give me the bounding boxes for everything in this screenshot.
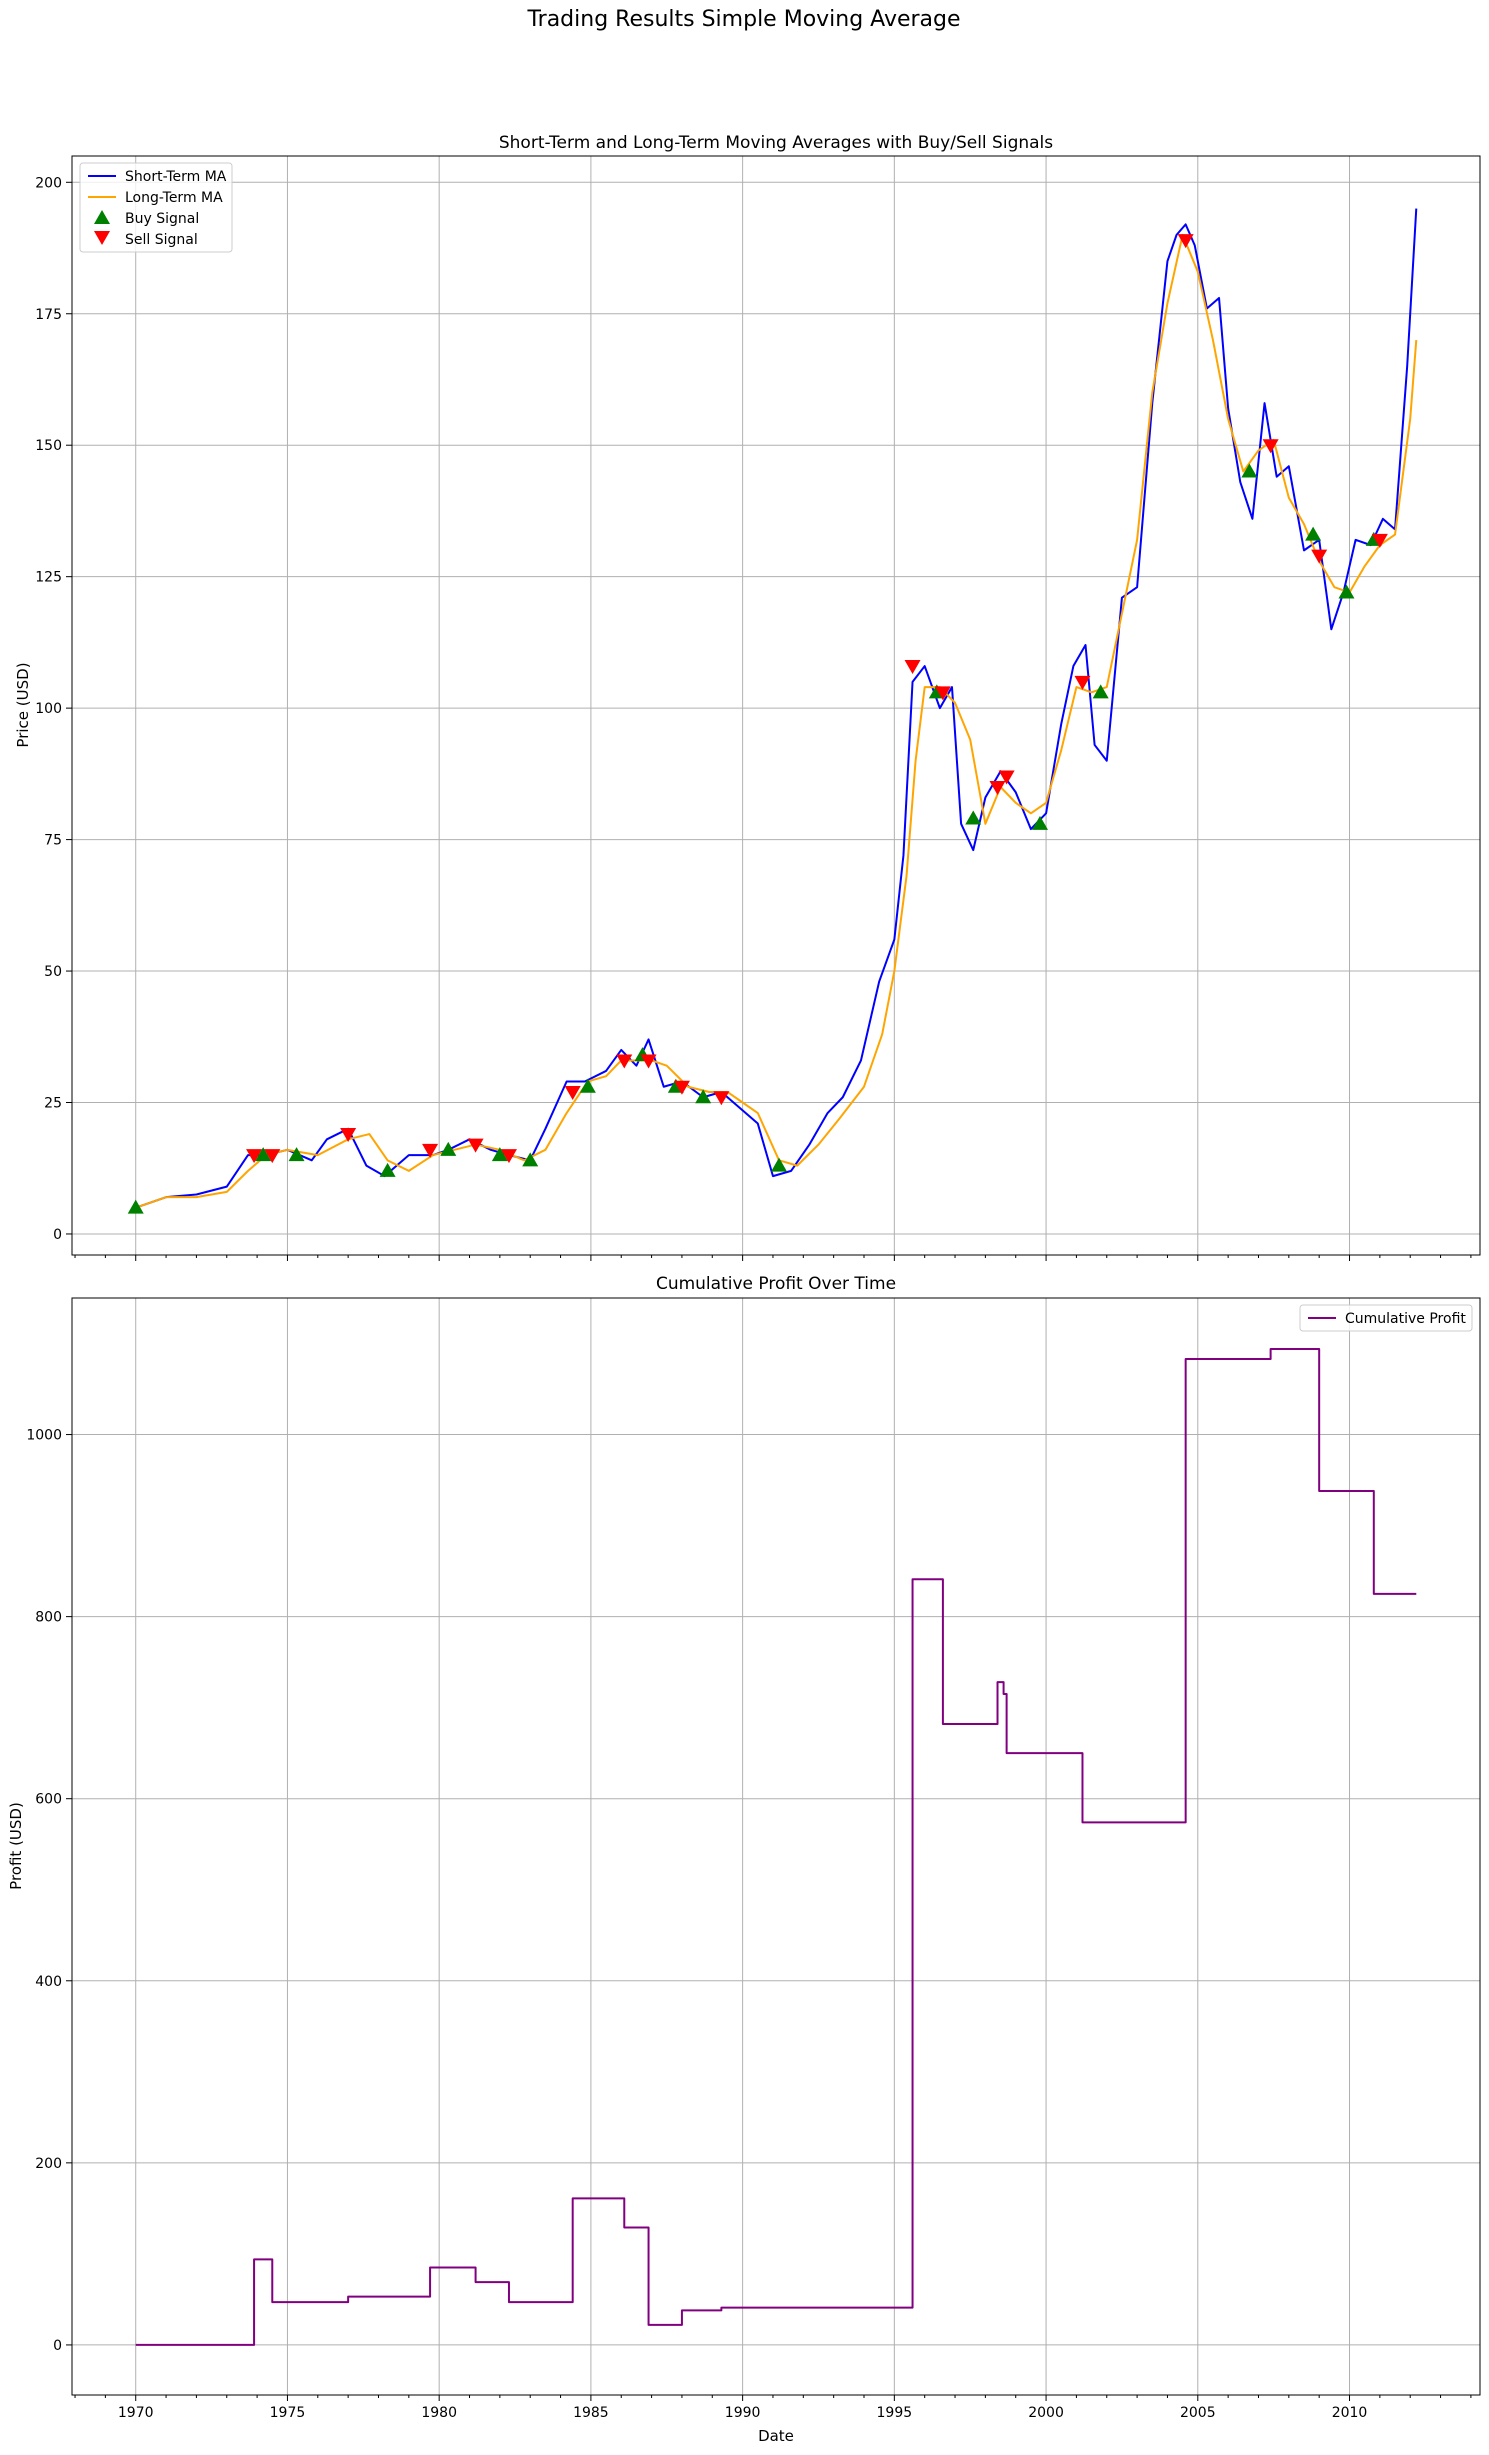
buy-signal-marker <box>1338 584 1355 599</box>
sell-signal-marker <box>998 770 1015 785</box>
legend-sell-signal-marker <box>94 231 110 245</box>
y-tick-label: 75 <box>44 833 62 849</box>
price-axes-frame <box>71 155 1481 1256</box>
buy-signal-marker <box>255 1147 272 1162</box>
buy-signal-marker <box>695 1089 712 1104</box>
y-tick-label: 200 <box>35 2156 62 2172</box>
y-tick-label: 1000 <box>26 1428 62 1444</box>
y-tick-label: 0 <box>53 1227 62 1243</box>
sell-signal-marker <box>340 1128 357 1143</box>
figure-suptitle: Trading Results Simple Moving Average <box>526 7 960 32</box>
buy-signal-marker <box>579 1078 596 1093</box>
sell-signal-marker <box>467 1138 484 1153</box>
y-tick-label: 50 <box>44 964 62 980</box>
y-tick-label: 400 <box>35 1974 62 1990</box>
price-x-ticks <box>74 1255 1472 1261</box>
buy-signal-marker <box>127 1199 144 1214</box>
sell-signal-marker <box>500 1149 517 1164</box>
buy-signal-marker <box>771 1157 788 1172</box>
y-tick-label: 125 <box>35 570 62 586</box>
legend-cumulative-profit: Cumulative Profit <box>1345 1311 1466 1327</box>
sell-signal-marker <box>1074 675 1091 690</box>
buy-signal-marker <box>1305 526 1322 541</box>
cumulative-profit-line <box>135 1347 1417 2346</box>
buy-signal-marker <box>288 1147 305 1162</box>
price-y-axis-label: Price (USD) <box>14 662 32 747</box>
y-tick-label: 0 <box>53 2338 62 2354</box>
sell-signal-marker <box>264 1149 281 1164</box>
buy-signal-marker <box>965 810 982 825</box>
price-panel: Short-Term and Long-Term Moving Averages… <box>14 133 1481 1261</box>
profit-y-ticks: 0 200 400 600 800 1000 <box>26 1428 72 2354</box>
sell-signal-marker <box>934 686 951 701</box>
x-tick-label: 2005 <box>1180 2405 1216 2421</box>
x-tick-label: 1995 <box>877 2405 913 2421</box>
price-legend: Short-Term MA Long-Term MA Buy Signal Se… <box>79 162 233 253</box>
y-tick-label: 200 <box>35 175 62 191</box>
x-tick-label: 2000 <box>1028 2405 1064 2421</box>
sell-signal-marker <box>1311 549 1328 564</box>
profit-grid <box>72 1298 1480 2395</box>
legend-short-ma: Short-Term MA <box>125 169 227 185</box>
profit-x-axis-label: Date <box>758 2427 794 2445</box>
sell-signal-marker <box>564 1085 581 1100</box>
sell-signal-marker <box>246 1149 263 1164</box>
x-tick-label: 1980 <box>421 2405 457 2421</box>
profit-lines <box>135 1347 1417 2346</box>
buy-signal-marker <box>1092 684 1109 699</box>
x-tick-label: 1970 <box>118 2405 154 2421</box>
y-tick-label: 150 <box>35 438 62 454</box>
buy-signal-marker <box>491 1147 508 1162</box>
sell-signal-marker <box>1371 533 1388 548</box>
sell-signal-marker <box>616 1054 633 1069</box>
legend-buy-signal: Buy Signal <box>125 211 199 227</box>
buy-signal-marker <box>1032 815 1048 830</box>
x-tick-label: 1990 <box>725 2405 761 2421</box>
sell-signal-marker <box>989 781 1006 796</box>
y-tick-label: 800 <box>35 1610 62 1626</box>
price-panel-title: Short-Term and Long-Term Moving Averages… <box>499 133 1053 153</box>
x-tick-label: 1985 <box>573 2405 609 2421</box>
x-tick-label: 2010 <box>1332 2405 1368 2421</box>
price-lines <box>135 208 1418 1209</box>
profit-panel: Cumulative Profit Over Time 1970 1975 1980… <box>7 1274 1481 2445</box>
legend-sell-signal: Sell Signal <box>125 232 198 248</box>
sell-signal-marker <box>422 1143 439 1158</box>
sell-signal-marker <box>1262 439 1279 454</box>
profit-y-axis-label: Profit (USD) <box>7 1802 25 1890</box>
y-tick-label: 600 <box>35 1792 62 1808</box>
legend-long-ma: Long-Term MA <box>125 190 223 206</box>
y-tick-label: 25 <box>44 1096 62 1112</box>
profit-x-ticks: 1970 1975 1980 1985 1990 1995 2000 2005 2010 <box>74 2395 1472 2421</box>
y-tick-label: 100 <box>35 701 62 717</box>
sell-signal-marker <box>713 1091 730 1106</box>
buy-signal-marker <box>522 1152 539 1167</box>
price-grid <box>72 156 1480 1255</box>
buy-signal-marker <box>1241 463 1258 478</box>
profit-panel-title: Cumulative Profit Over Time <box>656 1274 896 1294</box>
buy-signal-marker <box>379 1162 396 1177</box>
y-tick-label: 175 <box>35 307 62 323</box>
price-y-ticks: 0 25 50 75 100 125 150 175 200 <box>35 175 72 1243</box>
long-term-ma-line <box>135 233 1418 1209</box>
signal-markers <box>127 234 1388 1214</box>
sell-signal-marker <box>904 660 921 675</box>
x-tick-label: 1975 <box>270 2405 306 2421</box>
sell-signal-marker <box>1177 234 1194 249</box>
buy-signal-marker <box>440 1141 457 1156</box>
legend-buy-signal-marker <box>94 210 110 224</box>
profit-axes-frame <box>71 1297 1481 2396</box>
profit-legend: Cumulative Profit <box>1299 1304 1473 1332</box>
sell-signal-marker <box>640 1054 657 1069</box>
sell-signal-marker <box>673 1080 690 1095</box>
